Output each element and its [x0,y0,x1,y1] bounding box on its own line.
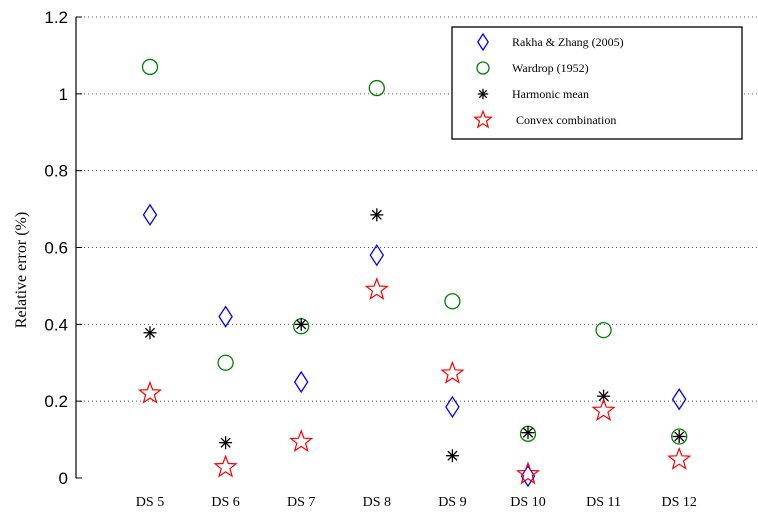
legend-marker-diamond [477,32,489,52]
x-tick-label: DS 6 [211,495,239,510]
circle-point-ds-11 [595,321,612,339]
x-tick-label: DS 5 [136,495,164,510]
circle-point-ds-5 [141,58,159,76]
star-point-ds-6 [213,454,238,478]
legend-marker-asterisk [477,88,489,100]
legend-marker-star [472,109,494,129]
y-tick-label: 1.2 [44,8,68,27]
star-point-ds-8 [364,277,389,301]
diamond-point-ds-7 [293,370,309,394]
x-tick-label: DS 7 [287,495,315,510]
diamond-point-ds-12 [671,388,687,411]
x-tick-label: DS 9 [438,495,466,510]
asterisk-point-ds-6 [219,436,233,450]
legend-label: Harmonic mean [512,87,589,101]
data-points [137,58,692,488]
axes [75,16,82,479]
circle-point-ds-12 [671,428,688,445]
circle-point-ds-8 [368,79,385,97]
legend-marker-circle [476,61,490,75]
x-tick-label: DS 10 [510,495,545,510]
y-tick-label: 0.8 [44,162,68,181]
circle-point-ds-6 [217,354,234,371]
y-tick-label: 0.4 [44,315,68,334]
asterisk-point-ds-10 [521,426,535,440]
star-point-ds-5 [137,380,163,404]
legend-label: Convex combination [516,113,616,127]
diamond-point-ds-10 [520,464,536,488]
asterisk-point-ds-8 [370,208,384,222]
diamond-point-ds-5 [142,203,158,227]
y-tick-label: 0 [59,469,68,488]
x-tick-labels: DS 5 DS 6 DS 7 DS 8 DS 9 DS 10 DS 11 DS 12 [136,495,697,510]
star-point-ds-9 [440,360,465,384]
diamond-point-ds-9 [445,395,460,419]
legend-label: Wardrop (1952) [512,61,589,75]
y-tick-label: 0.2 [44,392,68,411]
y-axis-label: Relative error (%) [13,212,30,328]
star-point-ds-11 [591,398,616,422]
x-tick-label: DS 11 [586,495,621,510]
star-point-ds-10 [515,461,541,485]
circle-point-ds-9 [444,293,461,310]
x-tick-label: DS 12 [661,495,696,510]
x-tick-label: DS 8 [363,495,391,510]
asterisk-point-ds-9 [445,449,459,463]
y-tick-labels: 0 0.2 0.4 0.6 0.8 1 1.2 [44,8,68,488]
legend: Rakha & Zhang (2005) Wardrop (1952) Harmon… [451,26,743,140]
diamond-point-ds-8 [369,243,385,267]
star-point-ds-7 [289,429,314,453]
asterisk-point-ds-12 [672,430,686,444]
diamond-point-ds-6 [218,305,233,328]
star-point-ds-12 [667,446,692,470]
y-tick-label: 1 [59,85,68,104]
y-tick-label: 0.6 [44,239,68,258]
legend-label: Rakha & Zhang (2005) [512,35,624,49]
asterisk-point-ds-7 [294,317,308,331]
asterisk-point-ds-5 [143,326,157,340]
